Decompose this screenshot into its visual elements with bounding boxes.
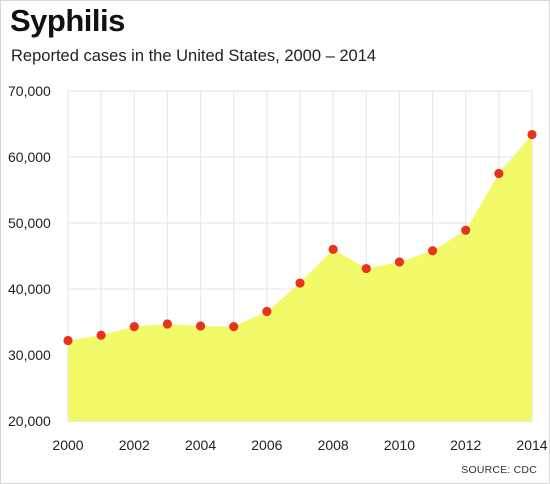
data-point-2008 — [328, 244, 338, 254]
data-point-2003 — [162, 319, 173, 329]
y-tick-label: 60,000 — [8, 149, 51, 165]
y-axis-ticks: 20,000 30,000 40,000 50,000 60,000 70,000 — [8, 83, 51, 429]
y-tick-label: 30,000 — [8, 347, 51, 363]
x-tick-label: 2002 — [119, 437, 150, 453]
data-point-2005 — [229, 322, 239, 332]
x-tick-label: 2010 — [384, 437, 415, 453]
data-point-2006 — [262, 306, 272, 317]
data-point-2010 — [394, 257, 405, 267]
x-tick-label: 2000 — [52, 437, 83, 453]
data-point-2000 — [63, 335, 73, 346]
y-tick-label: 70,000 — [8, 83, 51, 99]
y-tick-label: 20,000 — [8, 413, 51, 429]
series-area — [68, 134, 532, 421]
data-point-2007 — [295, 278, 305, 288]
x-tick-label: 2014 — [516, 437, 547, 453]
y-tick-label: 40,000 — [8, 281, 51, 297]
data-point-2009 — [361, 263, 371, 274]
data-point-2013 — [494, 168, 504, 179]
x-tick-label: 2012 — [450, 437, 481, 453]
x-axis-ticks: 2000 2002 2004 2006 2008 2010 2012 2014 — [52, 437, 547, 453]
y-tick-label: 50,000 — [8, 215, 51, 231]
x-tick-label: 2006 — [251, 437, 282, 453]
data-point-2001 — [96, 330, 106, 340]
chart-title: Syphilis — [10, 3, 125, 38]
data-point-2011 — [427, 246, 438, 256]
chart-subtitle: Reported cases in the United States, 200… — [11, 47, 377, 65]
x-tick-label: 2008 — [318, 437, 349, 453]
data-point-2004 — [195, 321, 206, 331]
area-layer — [68, 134, 532, 421]
point-layer — [63, 129, 537, 346]
data-point-2012 — [461, 225, 471, 235]
data-point-2002 — [129, 322, 139, 332]
data-point-2014 — [527, 129, 537, 140]
x-tick-label: 2004 — [185, 437, 216, 453]
source-note: SOURCE: CDC — [461, 464, 537, 476]
